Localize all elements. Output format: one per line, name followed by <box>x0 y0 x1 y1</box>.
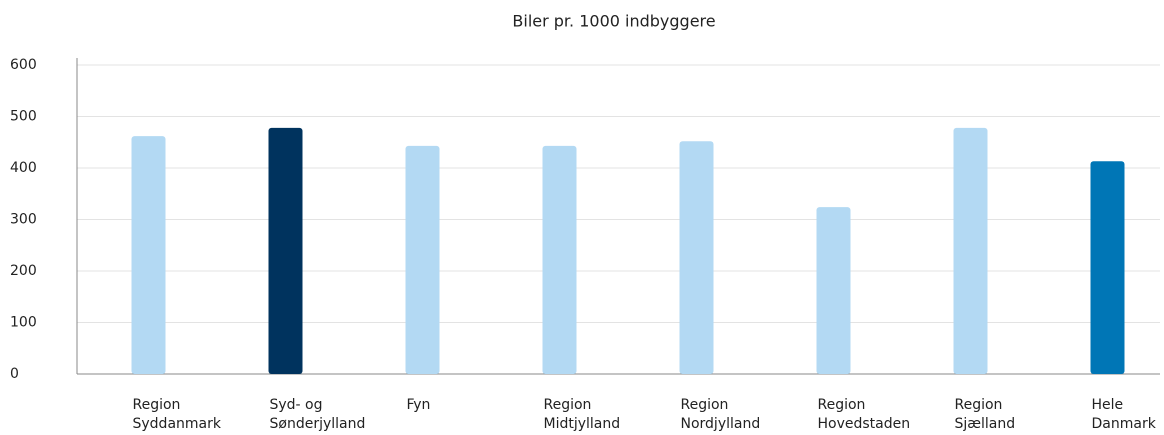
bar <box>542 145 577 374</box>
x-tick-label: Syddanmark <box>133 416 222 432</box>
bar <box>953 127 988 374</box>
y-tick-label: 100 <box>10 315 37 331</box>
y-tick-label: 500 <box>10 109 37 125</box>
x-tick-label: Region <box>133 397 181 413</box>
x-tick-label: Region <box>544 397 592 413</box>
x-tick-label: Sjælland <box>955 416 1016 432</box>
x-tick-label: Syd- og <box>270 397 323 413</box>
bar <box>405 145 440 374</box>
y-tick-label: 0 <box>10 366 19 382</box>
x-tick-label: Nordjylland <box>681 416 761 432</box>
bar <box>268 127 303 374</box>
bar <box>816 207 851 374</box>
y-tick-label: 400 <box>10 160 37 176</box>
x-tick-label: Hovedstaden <box>818 416 911 432</box>
bar <box>1090 161 1125 374</box>
y-tick-label: 200 <box>10 263 37 279</box>
bar <box>679 141 714 374</box>
x-tick-label: Danmark <box>1092 416 1157 432</box>
x-tick-label: Region <box>955 397 1003 413</box>
x-tick-label: Midtjylland <box>544 416 621 432</box>
y-tick-label: 600 <box>10 57 37 73</box>
y-tick-label: 300 <box>10 212 37 228</box>
x-tick-label: Fyn <box>407 397 431 413</box>
x-tick-label: Hele <box>1092 397 1124 413</box>
x-tick-label: Sønderjylland <box>270 416 366 432</box>
x-tick-label: Region <box>818 397 866 413</box>
bar <box>131 136 166 374</box>
chart-title: Biler pr. 1000 indbyggere <box>512 12 715 31</box>
x-tick-label: Region <box>681 397 729 413</box>
